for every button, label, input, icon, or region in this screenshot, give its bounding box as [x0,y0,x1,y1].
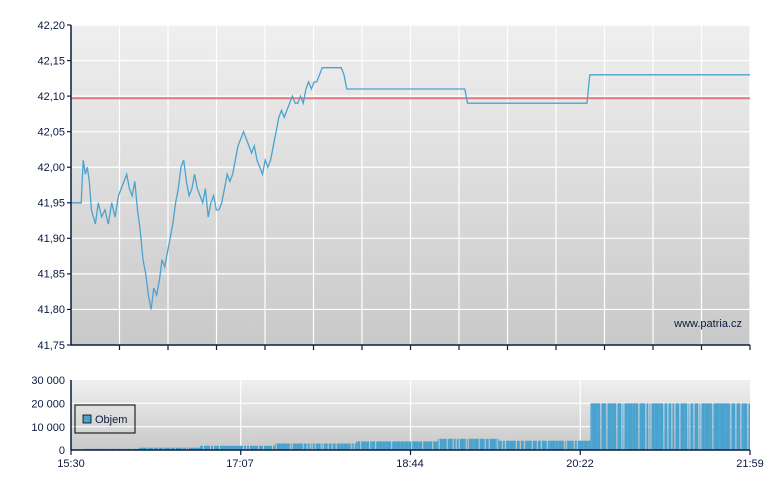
price-line [71,67,750,310]
legend-label: Objem [95,414,127,426]
volume-axis [70,380,750,451]
x-tick-label: 17:07 [226,458,254,470]
price-y-axis [67,24,751,350]
price-y-labels: 42,20 42,15 42,10 42,05 42,00 41,95 41,9… [37,20,65,352]
price-panel: www.patria.cz 42,20 42,15 42,10 42,05 42… [37,20,751,352]
y-tick-label: 41,85 [37,269,65,281]
watermark: www.patria.cz [673,318,742,330]
x-tick-label: 20:22 [566,458,594,470]
y-tick-label: 41,90 [37,233,65,245]
x-tick-label: 21:59 [736,458,764,470]
legend: Objem [74,404,136,434]
x-tick-label: 15:30 [57,458,85,470]
y-tick-label: 0 [59,445,65,457]
y-tick-label: 30 000 [31,375,65,387]
y-tick-label: 42,20 [37,20,65,32]
volume-panel: 30 000 20 000 10 000 0 15:30 17:07 18:44… [31,375,763,470]
volume-bars [84,403,750,450]
y-tick-label: 41,75 [37,340,65,352]
y-tick-label: 42,15 [37,56,65,68]
legend-swatch [82,414,92,424]
x-axis-labels: 15:30 17:07 18:44 20:22 21:59 [57,458,764,470]
y-tick-label: 41,95 [37,198,65,210]
y-tick-label: 10 000 [31,422,65,434]
x-tick-label: 18:44 [396,458,424,470]
y-tick-label: 42,05 [37,127,65,139]
y-tick-label: 41,80 [37,304,65,316]
y-tick-label: 42,10 [37,91,65,103]
y-tick-label: 20 000 [31,399,65,411]
volume-y-labels: 30 000 20 000 10 000 0 [31,375,65,457]
y-tick-label: 42,00 [37,162,65,174]
